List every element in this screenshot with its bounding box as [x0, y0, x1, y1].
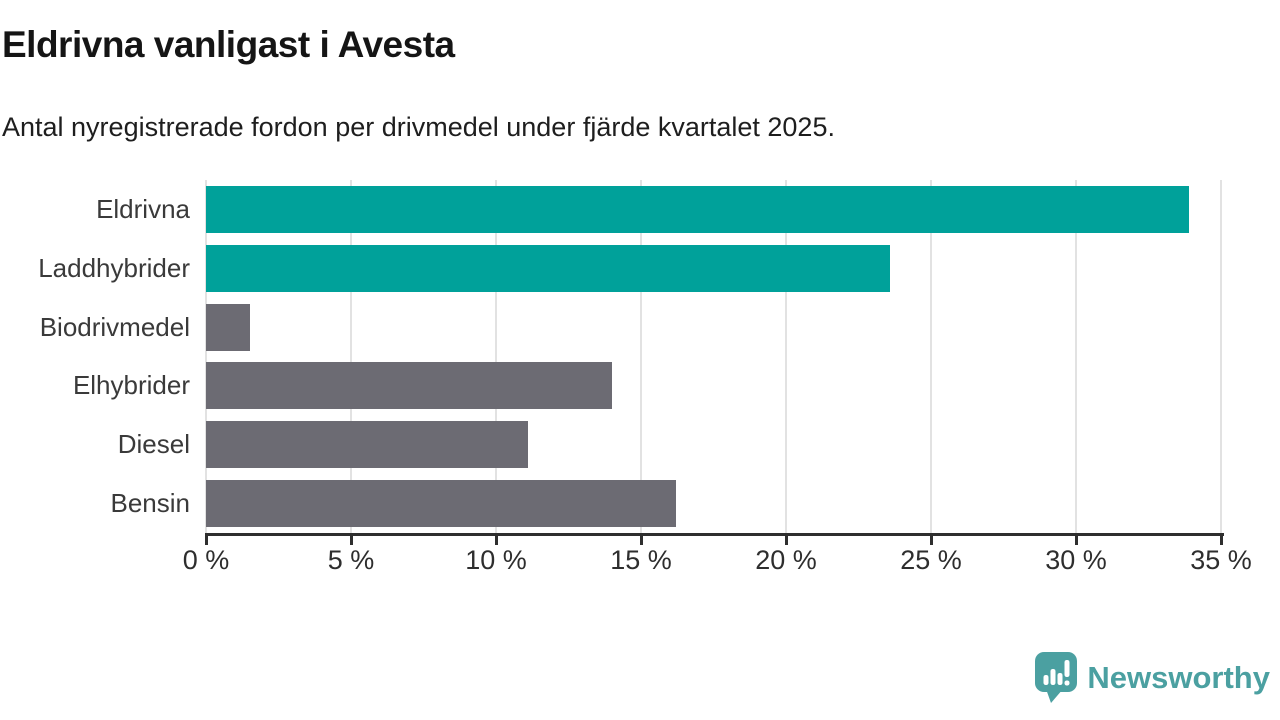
category-label-bensin: Bensin	[110, 488, 191, 519]
bar-row	[206, 180, 1221, 239]
x-tick-mark	[495, 533, 498, 545]
x-tick-mark	[930, 533, 933, 545]
newsworthy-logo: Newsworthy	[1034, 651, 1270, 704]
bar-row	[206, 415, 1221, 474]
bar-series	[206, 180, 1221, 533]
bar-laddhybrider	[206, 244, 891, 292]
chart-subtitle: Antal nyregistrerade fordon per drivmede…	[2, 112, 835, 142]
x-tick-label: 10 %	[465, 545, 527, 575]
x-tick-label: 15 %	[610, 545, 672, 575]
category-label-laddhybrider: Laddhybrider	[38, 252, 190, 283]
bar-row	[206, 474, 1221, 533]
gridline	[785, 180, 787, 533]
x-tick-label: 0 %	[182, 545, 230, 575]
plot-area	[205, 180, 1222, 533]
x-tick-label: 5 %	[327, 545, 375, 575]
bar-biodrivmedel	[206, 303, 250, 351]
category-axis: Eldrivna Laddhybrider Biodrivmedel Elhybrid…	[0, 180, 190, 533]
x-axis-line	[206, 533, 1224, 536]
x-tick-mark	[350, 533, 353, 545]
gridline	[495, 180, 497, 533]
bar-row	[206, 298, 1221, 357]
gridline	[350, 180, 352, 533]
category-label-elhybrider: Elhybrider	[72, 370, 190, 401]
gridline	[1075, 180, 1077, 533]
bar-row	[206, 356, 1221, 415]
bar-diesel	[206, 421, 528, 469]
bar-eldrivna	[206, 185, 1190, 233]
x-tick-label: 20 %	[755, 545, 817, 575]
x-tick-mark	[785, 533, 788, 545]
x-tick-mark	[205, 533, 208, 545]
x-tick-label: 30 %	[1045, 545, 1107, 575]
newsworthy-logo-icon	[1035, 652, 1078, 703]
x-tick-label: 35 %	[1190, 545, 1252, 575]
bar-row	[206, 239, 1221, 298]
x-tick-mark	[640, 533, 643, 545]
gridline	[205, 180, 207, 533]
category-label-eldrivna: Eldrivna	[96, 193, 190, 224]
x-tick-mark	[1220, 533, 1223, 545]
newsworthy-logo-text: Newsworthy	[1087, 659, 1270, 695]
category-label-biodrivmedel: Biodrivmedel	[39, 311, 190, 342]
gridline	[640, 180, 642, 533]
gridline	[930, 180, 932, 533]
gridline	[1220, 180, 1222, 533]
bar-elhybrider	[206, 362, 612, 410]
bar-bensin	[206, 480, 676, 528]
x-tick-label: 25 %	[900, 545, 962, 575]
category-label-diesel: Diesel	[117, 429, 190, 460]
chart-title: Eldrivna vanligast i Avesta	[2, 24, 455, 65]
x-tick-mark	[1075, 533, 1078, 545]
